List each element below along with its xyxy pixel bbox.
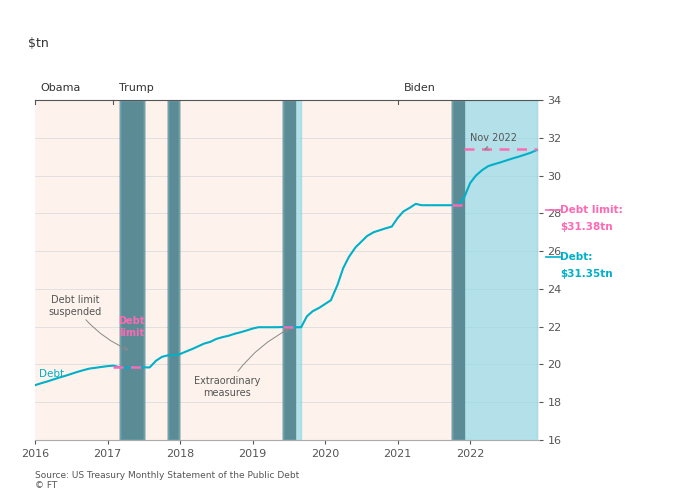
Text: Obama: Obama (41, 84, 81, 94)
Bar (283, 100, 301, 440)
Text: Trump: Trump (119, 84, 154, 94)
Bar (168, 100, 178, 440)
Text: Debt:: Debt: (560, 252, 592, 262)
Text: $tn: $tn (28, 37, 49, 50)
Text: Extraordinary
measures: Extraordinary measures (194, 329, 289, 398)
Bar (452, 100, 537, 440)
Bar (283, 100, 295, 440)
Text: Biden: Biden (403, 84, 435, 94)
Text: Debt limit
suspended: Debt limit suspended (48, 295, 128, 350)
Text: Source: US Treasury Monthly Statement of the Public Debt
© FT: Source: US Treasury Monthly Statement of… (35, 470, 300, 490)
Text: Debt: Debt (38, 369, 64, 379)
Text: $31.35tn: $31.35tn (560, 269, 612, 279)
Text: Debt
limit: Debt limit (118, 316, 145, 338)
Bar (168, 100, 178, 440)
Text: Debt limit:: Debt limit: (560, 204, 623, 214)
Bar (452, 100, 464, 440)
Text: Nov 2022: Nov 2022 (470, 133, 517, 150)
Text: $31.38tn: $31.38tn (560, 222, 612, 232)
Bar (120, 100, 144, 440)
Bar (120, 100, 144, 440)
